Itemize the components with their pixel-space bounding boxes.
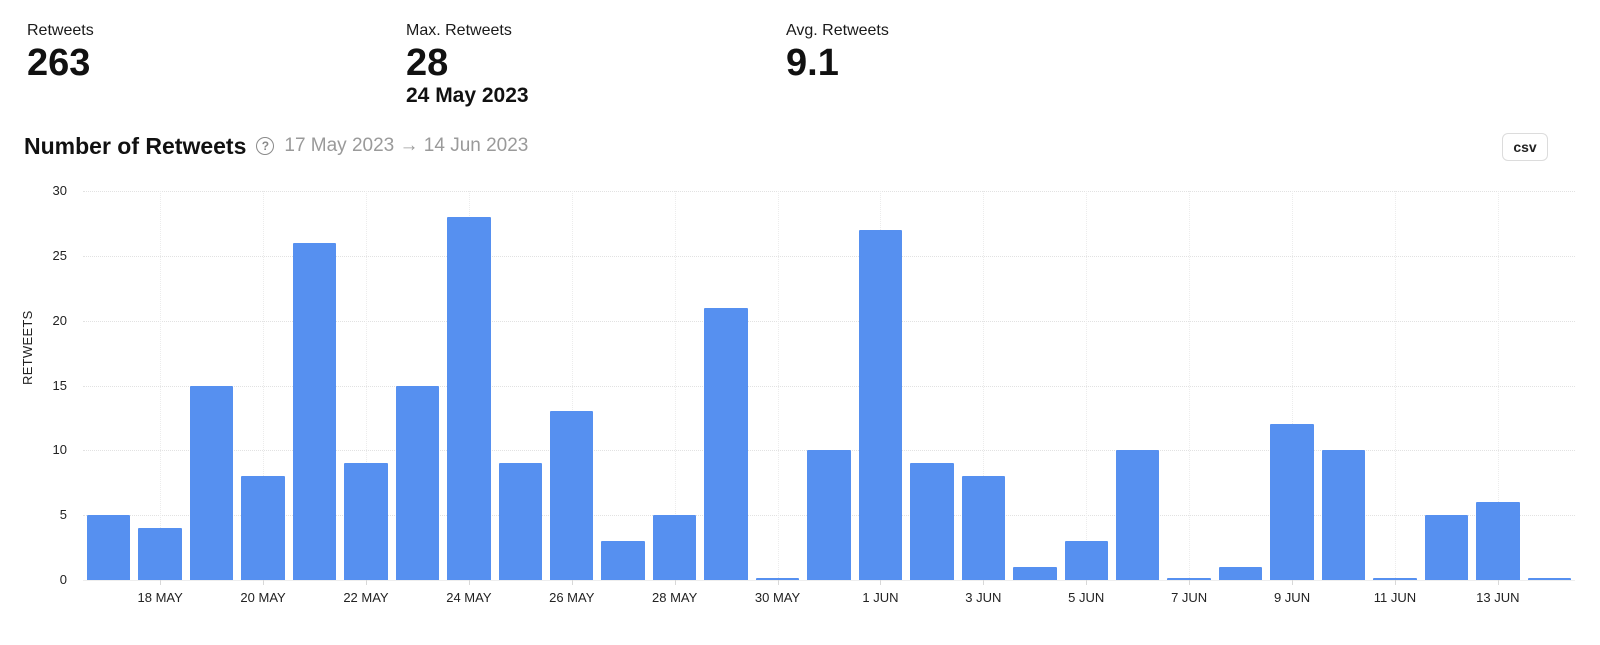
bar[interactable] bbox=[755, 578, 800, 580]
bar[interactable] bbox=[807, 450, 851, 580]
bar[interactable] bbox=[395, 385, 440, 580]
x-tick-label: 11 JUN bbox=[1373, 590, 1417, 605]
bar[interactable] bbox=[1424, 515, 1469, 580]
bar[interactable] bbox=[1115, 450, 1160, 580]
bar[interactable] bbox=[858, 229, 903, 580]
v-gridline bbox=[777, 191, 779, 580]
stat-avg-retweets: Avg. Retweets 9.1 bbox=[786, 22, 889, 84]
x-tick-mark bbox=[983, 580, 985, 585]
csv-export-button[interactable]: csv bbox=[1502, 133, 1548, 161]
x-tick-mark bbox=[263, 580, 265, 585]
x-tick-label: 3 JUN bbox=[965, 590, 1002, 605]
stat-value: 9.1 bbox=[786, 42, 839, 84]
x-tick-label: 20 MAY bbox=[240, 590, 286, 605]
bar[interactable] bbox=[601, 541, 645, 580]
bar[interactable] bbox=[1218, 567, 1263, 580]
v-gridline bbox=[1086, 191, 1088, 580]
x-tick-label: 24 MAY bbox=[446, 590, 492, 605]
v-gridline bbox=[365, 191, 367, 580]
bar[interactable] bbox=[910, 463, 954, 580]
v-gridline bbox=[1292, 191, 1294, 580]
x-tick-mark bbox=[1189, 580, 1191, 585]
x-tick-mark bbox=[777, 580, 779, 585]
bar[interactable] bbox=[1373, 578, 1417, 580]
stat-value: 28 bbox=[406, 42, 449, 84]
bar[interactable] bbox=[1013, 567, 1057, 580]
stat-max-date: 24 May 2023 bbox=[406, 84, 529, 107]
x-tick-label: 1 JUN bbox=[862, 590, 899, 605]
x-tick-label: 22 MAY bbox=[343, 590, 389, 605]
bar[interactable] bbox=[1321, 450, 1366, 580]
bar[interactable] bbox=[1527, 578, 1571, 580]
x-tick-label: 13 JUN bbox=[1476, 590, 1520, 605]
x-tick-mark bbox=[1497, 580, 1499, 585]
y-tick-label: 20 bbox=[52, 312, 67, 328]
bar[interactable] bbox=[189, 385, 234, 580]
stat-label: Max. Retweets bbox=[406, 22, 512, 39]
stat-value: 263 bbox=[27, 42, 91, 84]
x-tick-mark bbox=[674, 580, 676, 585]
v-gridline bbox=[160, 191, 162, 580]
bar[interactable] bbox=[704, 307, 748, 580]
bar[interactable] bbox=[652, 515, 697, 580]
v-gridline bbox=[263, 191, 265, 580]
v-gridline bbox=[1394, 191, 1396, 580]
x-axis-baseline bbox=[83, 580, 1575, 581]
x-tick-mark bbox=[365, 580, 367, 585]
x-tick-label: 18 MAY bbox=[137, 590, 183, 605]
v-gridline bbox=[1497, 191, 1499, 580]
h-gridline bbox=[83, 320, 1575, 322]
chart-header: Number of Retweets ? 17 May 2023 → 14 Ju… bbox=[24, 128, 528, 164]
y-tick-label: 30 bbox=[52, 183, 67, 198]
x-tick-label: 28 MAY bbox=[652, 590, 698, 605]
chart-title: Number of Retweets bbox=[24, 132, 247, 159]
x-tick-mark bbox=[880, 580, 882, 585]
y-tick-label: 15 bbox=[52, 377, 67, 393]
bar[interactable] bbox=[138, 528, 182, 580]
bar[interactable] bbox=[344, 463, 388, 580]
x-tick-label: 26 MAY bbox=[549, 590, 595, 605]
x-tick-mark bbox=[1292, 580, 1294, 585]
x-tick-mark bbox=[1394, 580, 1396, 585]
bar[interactable] bbox=[550, 411, 594, 580]
bar[interactable] bbox=[1476, 502, 1520, 580]
bar[interactable] bbox=[87, 515, 131, 580]
y-tick-label: 5 bbox=[59, 507, 67, 523]
bar[interactable] bbox=[241, 476, 285, 580]
y-tick-label: 10 bbox=[52, 442, 67, 458]
stat-retweets: Retweets 263 bbox=[27, 22, 94, 84]
x-tick-mark bbox=[571, 580, 573, 585]
x-tick-mark bbox=[1086, 580, 1088, 585]
x-tick-label: 5 JUN bbox=[1068, 590, 1105, 605]
bar[interactable] bbox=[961, 476, 1006, 580]
x-tick-label: 9 JUN bbox=[1273, 590, 1311, 605]
stat-label: Avg. Retweets bbox=[786, 22, 889, 39]
x-tick-label: 30 MAY bbox=[754, 590, 801, 605]
x-tick-mark bbox=[160, 580, 162, 585]
h-gridline bbox=[83, 191, 1575, 192]
x-tick-label: 7 JUN bbox=[1171, 590, 1208, 605]
date-range: 17 May 2023 → 14 Jun 2023 bbox=[284, 135, 529, 156]
bar[interactable] bbox=[292, 242, 337, 580]
bar[interactable] bbox=[1167, 578, 1211, 580]
summary-stats: Retweets 263 Max. Retweets 28 24 May 202… bbox=[0, 0, 1600, 120]
v-gridline bbox=[983, 191, 985, 580]
x-tick-mark bbox=[468, 580, 470, 585]
stat-max-retweets: Max. Retweets 28 24 May 2023 bbox=[406, 22, 529, 108]
retweets-bar-chart: RETWEETS 18 MAY 20 MAY 22 MAY 24 MAY 26 MAY 2… bbox=[20, 183, 1575, 605]
y-tick-label: 25 bbox=[52, 247, 67, 263]
bar[interactable] bbox=[447, 216, 491, 580]
help-icon[interactable]: ? bbox=[256, 137, 275, 155]
bar[interactable] bbox=[1064, 541, 1108, 580]
h-gridline bbox=[83, 385, 1575, 387]
h-gridline bbox=[83, 255, 1575, 257]
y-tick-label: 0 bbox=[59, 572, 67, 587]
stat-label: Retweets bbox=[27, 22, 94, 39]
bar[interactable] bbox=[1270, 424, 1314, 580]
v-gridline bbox=[674, 191, 676, 580]
v-gridline bbox=[1189, 191, 1191, 580]
v-gridline bbox=[571, 191, 573, 580]
bar[interactable] bbox=[498, 463, 543, 580]
